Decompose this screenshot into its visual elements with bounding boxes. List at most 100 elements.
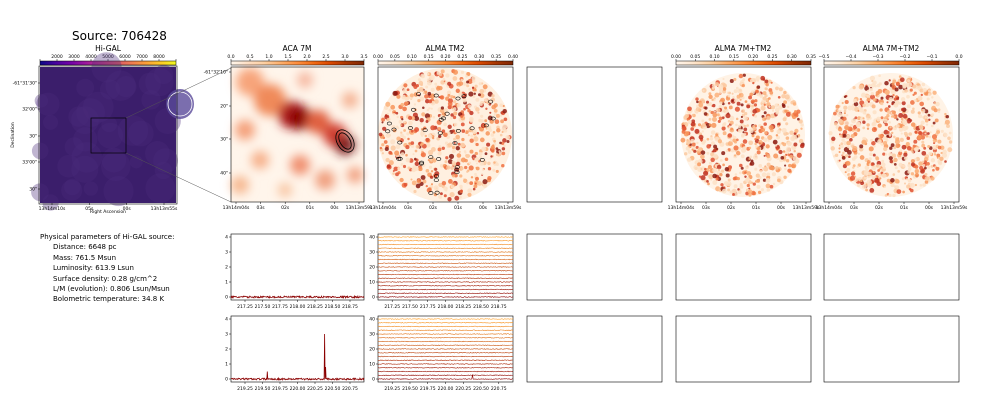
almatm2-pixel	[400, 162, 404, 166]
param-luminosity: Luminosity: 613.9 Lsun	[53, 264, 134, 273]
alma7mtm2b-pixel	[932, 168, 935, 172]
alma7mtm2b-pixel	[892, 115, 896, 119]
almatm2-contour	[436, 157, 442, 161]
aca7m-blob	[278, 183, 292, 197]
empty-spectrum-panel	[526, 315, 663, 383]
almatm2-pixel	[444, 160, 448, 164]
alma7mtm2a-pixel	[748, 193, 752, 197]
alma7mtm2b-pixel	[890, 183, 895, 188]
alma7mtm2a-pixel	[732, 96, 735, 99]
almatm2-pixel	[453, 111, 458, 116]
alma7mtm2a-pixel	[744, 100, 748, 103]
alma7mtm2b-pixel	[930, 124, 934, 128]
alma7mtm2b-pixel	[871, 121, 877, 127]
alma7mtm2a-pixel	[708, 92, 712, 96]
alma7mtm2b-colorbar-tick-label: −0.4	[846, 54, 857, 60]
alma7mtm2b-pixel	[906, 136, 911, 140]
alma7mtm2b-pixel	[900, 97, 906, 102]
almatm2-pixel	[430, 87, 435, 92]
alma7mtm2a-pixel	[768, 105, 771, 109]
alma7mtm2b-pixel	[833, 111, 837, 116]
alma7mtm2a-pixel	[743, 127, 748, 132]
alma7mtm2a-pixel	[765, 98, 769, 101]
alma7mtm2a-pixel	[789, 130, 794, 135]
alma7mtm2b-pixel	[851, 107, 856, 111]
almatm2-pixel	[469, 138, 474, 143]
alma7mtm2a-colorbar-tick-label: 0.15	[729, 54, 739, 60]
almatm2-pixel	[477, 111, 480, 114]
alma7mtm2b-pixel	[850, 123, 854, 127]
alma7mtm2b-pixel	[891, 131, 894, 135]
alma7mtm2a-pixel	[764, 79, 769, 84]
alma7mtm2a-pixel	[727, 101, 731, 105]
alma7mtm2a-pixel	[755, 144, 759, 148]
alma7mtm2b-pixel	[927, 165, 931, 169]
almatm2-pixel	[463, 178, 468, 183]
almatm2-pixel	[485, 107, 488, 110]
almatm2-contour	[490, 116, 496, 121]
almatm2-colorbar-tick-label: 0.00	[373, 54, 383, 60]
almatm2-pixel	[466, 181, 469, 185]
almatm2-pixel	[381, 152, 385, 155]
alma7mtm2b-pixel	[852, 98, 858, 103]
alma7mtm2b-pixel	[869, 87, 873, 92]
almatm2-pixel	[401, 118, 404, 121]
alma7mtm2b-pixel	[841, 156, 846, 160]
alma7mtm2a-pixel	[723, 186, 726, 189]
alma7mtm2b-pixel	[899, 137, 904, 143]
almatm2-contour	[415, 92, 421, 97]
almatm2-pixel	[407, 137, 410, 141]
alma7mtm2b-pixel	[923, 160, 927, 164]
alma7mtm2a-x-tick-label: 02s	[727, 205, 736, 211]
alma7mtm2b-pixel	[912, 93, 915, 97]
alma7mtm2a-pixel	[748, 146, 752, 150]
almatm2-pixel	[390, 104, 396, 110]
alma7mtm2a-pixel	[742, 131, 745, 134]
alma7mtm2a-pixel	[784, 164, 787, 167]
spec-tm2-row1-y-tick-label: 40	[369, 235, 375, 241]
almatm2-pixel	[465, 74, 468, 78]
alma7mtm2a-pixel	[757, 190, 762, 195]
almatm2-pixel	[420, 83, 423, 87]
params-header: Physical parameters of Hi-GAL source:	[40, 233, 175, 241]
almatm2-pixel	[493, 161, 496, 164]
alma7mtm2b-pixel	[862, 103, 866, 108]
almatm2-pixel	[452, 100, 457, 104]
almatm2-pixel	[472, 79, 476, 83]
alma7mtm2b-pixel	[841, 101, 844, 105]
alma7mtm2a-pixel	[721, 116, 725, 120]
alma7mtm2b-pixel	[844, 99, 849, 105]
higal-texture-blob	[31, 183, 49, 202]
alma7mtm2b-pixel	[948, 140, 953, 144]
alma7mtm2a-pixel	[770, 113, 775, 119]
spec-aca-row1-y-tick-label: 3	[225, 250, 228, 256]
alma7mtm2b-pixel	[934, 118, 939, 123]
alma7mtm2a-pixel	[700, 166, 706, 172]
spec-aca-row1-y-tick-label: 4	[225, 235, 228, 241]
almatm2-pixel	[379, 146, 383, 150]
alma7mtm2b-pixel	[869, 152, 873, 157]
almatm2-contour	[433, 93, 439, 98]
alma7mtm2b-pixel	[828, 131, 833, 136]
almatm2-pixel	[437, 127, 441, 131]
alma7mtm2b-pixel	[901, 101, 906, 106]
almatm2-pixel	[455, 161, 461, 167]
alma7mtm2a-pixel	[782, 104, 786, 109]
alma7mtm2a-pixel	[729, 115, 735, 121]
almatm2-pixel	[441, 146, 445, 150]
alma7mtm2b-pixel	[907, 170, 911, 174]
alma7mtm2a-pixel	[746, 124, 749, 127]
alma7mtm2a-pixel	[768, 165, 774, 171]
alma7mtm2a-pixel	[701, 119, 705, 123]
alma7mtm2b-pixel	[884, 194, 888, 197]
alma7mtm2a-pixel	[782, 150, 786, 153]
spec-aca-row2-x-tick-label: 220.50	[325, 386, 341, 392]
spec-aca-row2-x-tick-label: 220.00	[290, 386, 306, 392]
almatm2-pixel	[436, 71, 441, 75]
aca7m-x-tick-label: 01s	[306, 205, 315, 211]
almatm2-pixel	[388, 108, 392, 112]
almatm2-contour	[433, 174, 439, 179]
higal-ylabel: Declination	[10, 122, 16, 148]
alma7mtm2a-pixel	[763, 166, 769, 172]
almatm2-pixel	[479, 137, 485, 143]
